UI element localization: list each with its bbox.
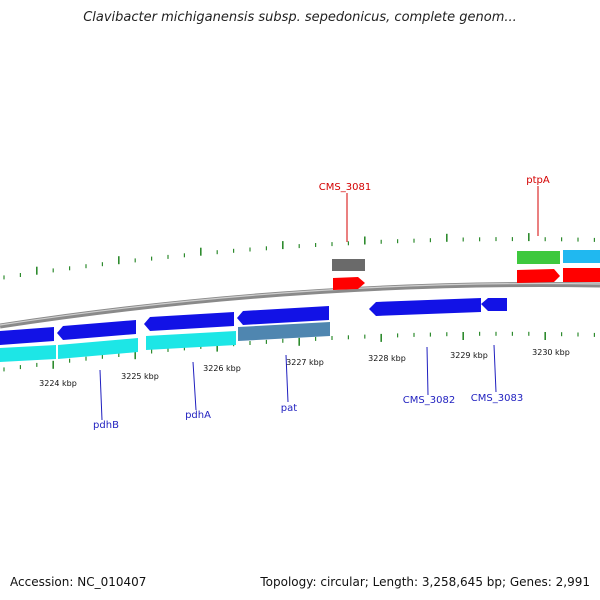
feature-ptpa-green[interactable] — [517, 251, 560, 264]
gene-pat[interactable] — [237, 306, 329, 325]
gene-pdhb[interactable] — [57, 320, 136, 340]
pseudogene-cms-3081[interactable] — [332, 259, 365, 271]
leader-cms-3083 — [493, 344, 497, 393]
scale-label: 3230 kbp — [532, 348, 570, 357]
scale-label: 3225 kbp — [121, 372, 159, 381]
scale-label: 3224 kbp — [39, 379, 77, 388]
leader-cms-3082 — [426, 346, 429, 396]
leader-pdhb — [99, 369, 103, 421]
scale-label: 3227 kbp — [286, 358, 324, 367]
gene-cms-3082[interactable] — [369, 298, 481, 316]
lower-tick-row — [3, 331, 596, 372]
cds-pdha[interactable] — [146, 331, 236, 350]
label-cms-3081[interactable]: CMS_3081 — [319, 182, 371, 193]
accession-label: Accession: NC_010407 — [10, 575, 147, 589]
genome-backbone — [0, 282, 600, 329]
leader-pat — [285, 354, 289, 403]
scale-label: 3229 kbp — [450, 351, 488, 360]
label-ptpa[interactable]: ptpA — [526, 175, 550, 186]
gene-cms-3083[interactable] — [481, 298, 507, 311]
map-title: Clavibacter michiganensis subsp. sepedon… — [83, 10, 517, 25]
upper-tick-row — [3, 233, 596, 280]
gene-pdha[interactable] — [144, 312, 234, 331]
scale-label: 3226 kbp — [203, 364, 241, 373]
leader-pdha — [192, 361, 197, 411]
label-pat[interactable]: pat — [281, 403, 297, 414]
gene-ptpa-arrow[interactable] — [517, 269, 560, 283]
topology-summary: Topology: circular; Length: 3,258,645 bp… — [260, 575, 590, 589]
label-cms-3083[interactable]: CMS_3083 — [471, 393, 523, 404]
genome-backbone-highlight — [0, 282, 600, 326]
label-pdha[interactable]: pdhA — [185, 410, 211, 421]
gene-cms-3081-arrow[interactable] — [333, 277, 365, 290]
cds-pat[interactable] — [238, 322, 330, 341]
cds-left-edge[interactable] — [0, 345, 56, 362]
scale-label: 3228 kbp — [368, 354, 406, 363]
gene-left-edge[interactable] — [0, 327, 54, 345]
gene-forward-right[interactable] — [563, 268, 600, 282]
cds-pdhb[interactable] — [58, 338, 138, 359]
label-cms-3082[interactable]: CMS_3082 — [403, 395, 455, 406]
feature-sky-blue[interactable] — [563, 250, 600, 263]
label-pdhb[interactable]: pdhB — [93, 420, 119, 431]
